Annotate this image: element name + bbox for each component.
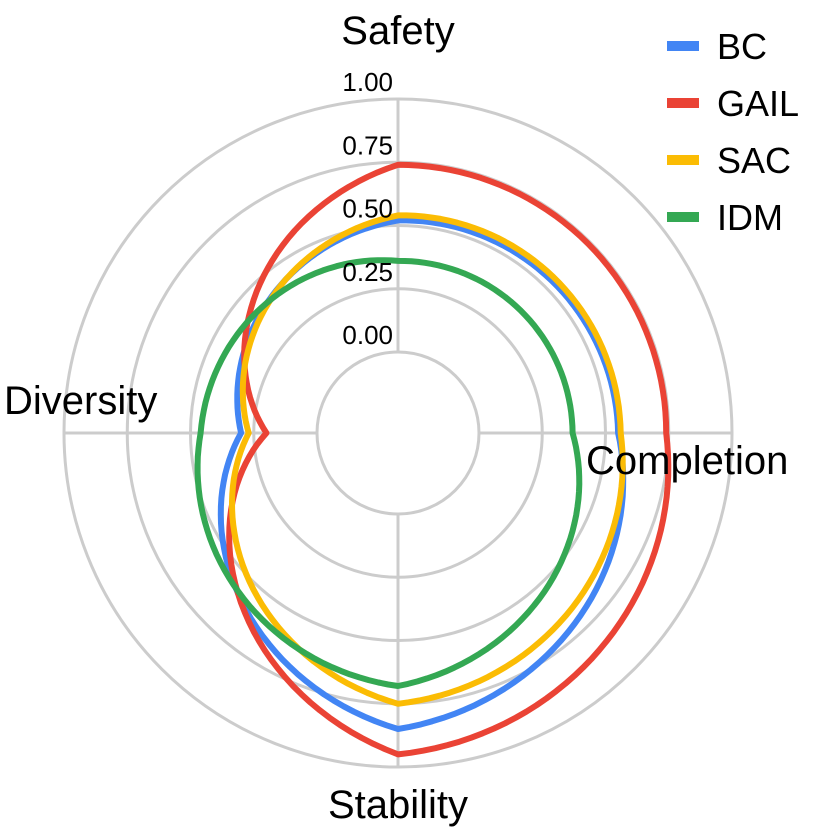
series-gail xyxy=(226,161,672,758)
series-layer xyxy=(194,161,672,758)
legend-label-gail: GAIL xyxy=(717,83,799,124)
radial-tick-0.00: 0.00 xyxy=(342,320,393,350)
radial-grid xyxy=(62,97,734,769)
radial-tick-0.75: 0.75 xyxy=(342,130,393,160)
series-idm xyxy=(194,257,583,689)
legend-swatch-sac xyxy=(667,155,699,165)
legend-label-bc: BC xyxy=(717,26,767,67)
legend-swatch-idm xyxy=(667,212,699,222)
radial-tick-0.50: 0.50 xyxy=(342,194,393,224)
axis-label-safety: Safety xyxy=(341,9,454,53)
series-sac xyxy=(229,212,626,707)
radial-tick-labels: 0.00 0.25 0.50 0.75 1.00 xyxy=(342,67,393,350)
legend: BC GAIL SAC IDM xyxy=(667,26,799,238)
legend-label-idm: IDM xyxy=(717,197,783,238)
legend-label-sac: SAC xyxy=(717,140,791,181)
grid-circle-0.00 xyxy=(315,350,481,516)
radial-tick-1.00: 1.00 xyxy=(342,67,393,97)
axis-label-stability: Stability xyxy=(328,783,468,827)
legend-swatch-gail xyxy=(667,98,699,108)
radial-tick-0.25: 0.25 xyxy=(342,257,393,287)
series-bc xyxy=(217,217,627,732)
legend-swatch-bc xyxy=(667,41,699,51)
axis-label-diversity: Diversity xyxy=(4,379,157,423)
axis-label-completion: Completion xyxy=(586,439,788,483)
